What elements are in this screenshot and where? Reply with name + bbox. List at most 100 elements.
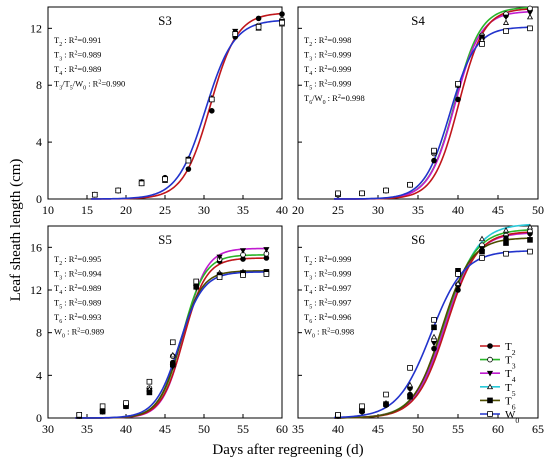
point-w0 (407, 181, 413, 188)
x-tick-label: 50 (198, 422, 210, 436)
point-t6 (193, 283, 200, 290)
point-w0 (455, 81, 461, 87)
legend-label-t3: T3 (505, 355, 516, 371)
point-t4 (430, 341, 438, 347)
point-t2 (185, 166, 192, 172)
x-tick-label: 50 (532, 203, 544, 217)
x-tick-label: 30 (372, 203, 384, 217)
point-t2 (255, 15, 262, 22)
x-tick-label: 25 (332, 203, 344, 217)
r2-annotation: T3 : R2=0.994 (54, 269, 102, 282)
point-w0 (527, 25, 533, 32)
point-w0 (503, 28, 509, 34)
x-tick-label: 45 (492, 203, 504, 217)
point-w0 (193, 278, 200, 285)
legend-marker-t6 (487, 397, 493, 404)
fit-curve-w0 (333, 250, 531, 419)
r2-annotation: T5 : R2=0.989 (54, 298, 101, 311)
point-w0 (92, 191, 98, 198)
point-w0 (455, 271, 461, 277)
point-t5 (502, 19, 510, 25)
point-w0 (263, 271, 270, 277)
point-t5 (454, 280, 462, 286)
x-tick-label: 45 (372, 422, 384, 436)
legend-label-t5: T5 (505, 382, 516, 398)
point-t5 (169, 351, 176, 358)
r2-annotation: T6 : R2=0.996 (304, 312, 351, 325)
x-tick-label: 50 (412, 422, 424, 436)
legend-marker-t5 (486, 383, 494, 390)
r2-annotation: T3/T5/W0 : R2=0.990 (54, 79, 125, 92)
x-tick-label: 25 (159, 203, 171, 217)
panel-title: S3 (158, 13, 172, 28)
r2-annotation: T6 : R2=0.993 (54, 312, 101, 325)
point-w0 (255, 24, 262, 30)
point-w0 (479, 255, 485, 261)
point-t2 (455, 96, 461, 103)
r2-annotation: T3 : R2=0.989 (54, 50, 101, 63)
x-tick-label: 40 (276, 203, 288, 217)
fit-curve-t3 (333, 229, 531, 419)
point-w0 (115, 187, 122, 194)
fit-curve-t2 (90, 12, 283, 200)
legend-label-t4: T4 (505, 368, 516, 384)
point-t5 (430, 333, 438, 340)
point-w0 (162, 176, 168, 182)
r2-annotation: T4 : R2=0.999 (304, 64, 351, 77)
r2-annotation: T4 : R2=0.997 (304, 283, 351, 296)
y-tick-label: 8 (36, 78, 42, 92)
point-t4 (216, 254, 223, 261)
panel-title: S5 (158, 232, 172, 247)
legend-label-w0: W0 (505, 409, 519, 425)
r2-annotation: T5 : R2=0.999 (304, 79, 351, 92)
point-t4 (502, 14, 510, 21)
x-tick-label: 20 (120, 203, 132, 217)
legend-marker-t2 (487, 343, 493, 349)
x-tick-label: 35 (292, 422, 304, 436)
point-t6 (407, 393, 413, 400)
point-w0 (479, 41, 485, 47)
point-w0 (76, 411, 83, 418)
fit-curve-w0 (334, 26, 531, 200)
fit-curve-t4 (334, 11, 531, 200)
point-t4 (526, 10, 534, 16)
point-t4 (406, 386, 414, 393)
x-tick-label: 55 (452, 422, 464, 436)
point-w0 (279, 19, 285, 26)
r2-annotation: W0 : R2=0.989 (54, 327, 104, 340)
point-w0 (169, 339, 176, 346)
r2-annotation: T6/W0 : R2=0.998 (304, 93, 365, 106)
y-tick-label: 8 (36, 326, 42, 340)
point-t4 (239, 248, 247, 254)
x-tick-label: 60 (492, 422, 504, 436)
point-t4 (526, 232, 534, 238)
point-w0 (185, 157, 192, 164)
point-w0 (335, 190, 341, 197)
legend-marker-t4 (486, 370, 494, 377)
x-tick-label: 20 (292, 203, 304, 217)
panel-s5: 30 35 40 45 50 55 60 0 4 8 12 16 S5 T2 : R2=0.995 T3 :… (30, 225, 288, 436)
point-w0 (431, 317, 437, 323)
y-tick-label: 12 (30, 283, 42, 297)
point-w0 (431, 147, 437, 154)
r2-annotation: T4 : R2=0.989 (54, 64, 101, 77)
r2-annotation: T2 : R2=0.991 (54, 35, 101, 48)
r2-annotation: T3 : R2=0.999 (304, 50, 351, 63)
r2-annotation: W0 : R2=0.998 (304, 327, 354, 340)
y-tick-label: 16 (30, 240, 42, 254)
fit-curve-w0 (75, 271, 267, 419)
panel-title: S4 (411, 13, 425, 28)
r2-annotation: T4 : R2=0.989 (54, 283, 101, 296)
legend-label-t6: T6 (505, 395, 516, 411)
legend-marker-t3 (487, 356, 493, 363)
point-t2 (279, 11, 285, 17)
panel-s4: 20 25 30 35 40 45 50 S4 T2 : R2=0.998 T3 : R2=0.9… (292, 5, 544, 217)
x-tick-label: 40 (452, 203, 464, 217)
point-w0 (383, 187, 389, 194)
point-t6 (479, 248, 485, 255)
point-t2 (431, 157, 437, 164)
x-tick-label: 30 (42, 422, 54, 436)
point-t6 (99, 408, 106, 415)
y-tick-label: 4 (36, 135, 42, 149)
